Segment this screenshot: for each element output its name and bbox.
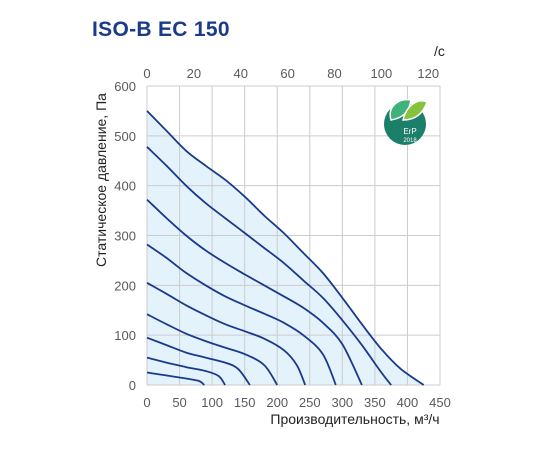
performance-curve-9 <box>146 371 205 386</box>
performance-curves <box>146 110 425 386</box>
leaf-icon <box>402 100 428 121</box>
chart-title: ISO-B EC 150 <box>92 18 230 41</box>
top-tick-label: 80 <box>327 66 341 81</box>
y-tick-label: 200 <box>114 278 136 293</box>
performance-curve-5 <box>146 282 307 386</box>
top-tick-label: 40 <box>234 66 248 81</box>
performance-curve-6 <box>146 313 278 386</box>
y-axis-label: Статическое давление, Па <box>93 93 109 267</box>
x-tick-label: 350 <box>364 395 386 410</box>
x-tick-label: 250 <box>299 395 321 410</box>
performance-curve-7 <box>146 336 251 386</box>
performance-curve-3 <box>146 198 363 386</box>
performance-curve-1 <box>146 110 425 386</box>
x-tick-label: 300 <box>331 395 353 410</box>
x-tick-label: 100 <box>201 395 223 410</box>
x-tick-label: 0 <box>143 395 150 410</box>
y-tick-label: 500 <box>114 129 136 144</box>
y-tick-label: 100 <box>114 328 136 343</box>
shaded-region <box>147 110 424 386</box>
top-tick-label: 100 <box>371 66 393 81</box>
performance-curve-4 <box>146 243 337 386</box>
top-tick-label: 20 <box>187 66 201 81</box>
leaf-icon <box>389 98 412 121</box>
top-axis-label: /с <box>434 43 445 59</box>
x-tick-label: 400 <box>397 395 419 410</box>
x-tick-label: 150 <box>234 395 256 410</box>
badge-year-text: 2018 <box>403 138 417 144</box>
top-tick-label: 60 <box>280 66 294 81</box>
operating-region <box>147 110 424 386</box>
tick-labels: 0 50 100 150 200 250 300 350 400 4500100200300400… <box>114 66 451 410</box>
y-tick-label: 0 <box>129 378 136 393</box>
performance-curve-8 <box>146 356 226 386</box>
erp-badge: ErP 2018 <box>384 98 428 145</box>
performance-curve-2 <box>146 146 392 386</box>
top-tick-label: 120 <box>417 66 439 81</box>
badge-erp-text: ErP <box>403 127 416 136</box>
x-tick-label: 50 <box>172 395 186 410</box>
x-tick-label: 200 <box>266 395 288 410</box>
top-tick-label: 0 <box>143 66 150 81</box>
y-tick-label: 400 <box>114 179 136 194</box>
y-tick-label: 600 <box>114 79 136 94</box>
x-axis-label: Производительность, м³/ч <box>270 411 439 427</box>
y-tick-label: 300 <box>114 229 136 244</box>
x-tick-label: 450 <box>429 395 451 410</box>
